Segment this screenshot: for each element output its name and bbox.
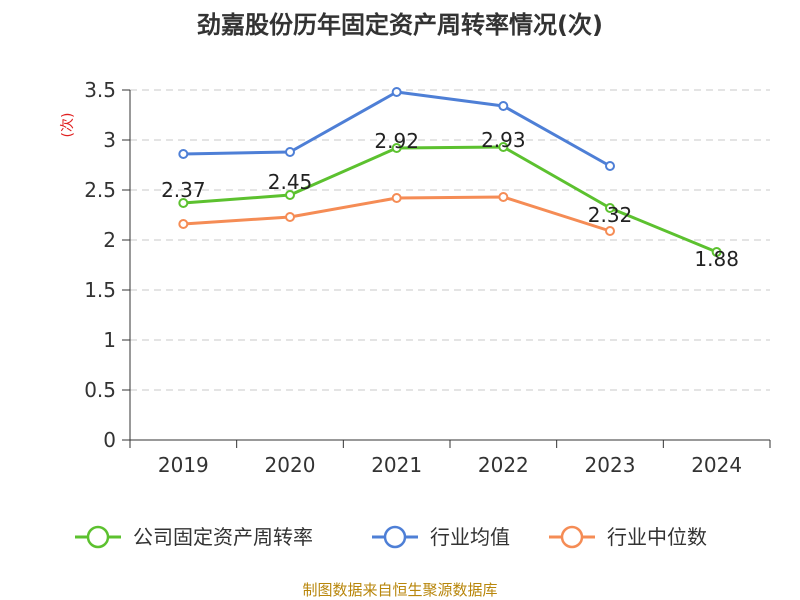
legend[interactable]: 公司固定资产周转率 行业均值 行业中位数 — [75, 525, 707, 549]
data-point[interactable] — [605, 226, 615, 236]
x-tick-label: 2021 — [371, 453, 422, 477]
data-point[interactable] — [178, 219, 189, 229]
series-0 — [178, 142, 722, 257]
series-line — [183, 145, 718, 254]
data-point[interactable] — [391, 143, 402, 153]
legend-swatch-marker — [86, 525, 110, 549]
legend-label: 行业中位数 — [607, 525, 707, 549]
data-labels: 2.37 2.45 2.92 2.93 2.32 1.88 — [161, 128, 739, 271]
data-point[interactable] — [178, 149, 189, 159]
data-point[interactable] — [605, 161, 615, 171]
legend-swatch-marker — [560, 525, 584, 549]
data-point[interactable] — [391, 193, 402, 203]
y-tick-label: 3.5 — [84, 78, 116, 102]
data-point[interactable] — [605, 203, 615, 213]
data-label: 2.45 — [268, 170, 313, 194]
data-point[interactable] — [178, 198, 189, 208]
x-tick-label: 2023 — [585, 453, 636, 477]
x-tick-label: 2024 — [691, 453, 742, 477]
data-point[interactable] — [391, 87, 402, 97]
data-label: 2.37 — [161, 178, 206, 202]
x-tick-label: 2022 — [478, 453, 529, 477]
series-layer — [178, 87, 722, 257]
axes: 0 0.5 1 1.5 2 2.5 3 3.5 2019 2020 2021 2022 2023 2024 — [84, 78, 771, 477]
y-axis-label: (次) — [60, 113, 76, 138]
data-point[interactable] — [498, 142, 509, 152]
series-2 — [178, 192, 615, 236]
legend-item-0[interactable]: 公司固定资产周转率 — [75, 525, 313, 549]
legend-label: 行业均值 — [430, 525, 510, 549]
y-tick-label: 1.5 — [84, 278, 116, 302]
source-note: 制图数据来自恒生聚源数据库 — [302, 581, 497, 599]
data-point[interactable] — [498, 101, 509, 111]
grid-lines — [130, 89, 770, 391]
data-point[interactable] — [498, 192, 509, 202]
legend-label: 公司固定资产周转率 — [133, 525, 313, 549]
data-label: 2.32 — [588, 203, 633, 227]
y-tick-label: 0.5 — [84, 378, 116, 402]
data-label: 2.92 — [374, 129, 419, 153]
x-tick-label: 2020 — [265, 453, 316, 477]
y-tick-label: 1 — [103, 328, 116, 352]
y-tick-label: 2.5 — [84, 178, 116, 202]
series-1 — [178, 87, 615, 171]
data-label: 1.88 — [694, 247, 739, 271]
data-point[interactable] — [285, 190, 295, 200]
legend-item-2[interactable]: 行业中位数 — [549, 525, 707, 549]
data-point[interactable] — [285, 147, 295, 157]
y-tick-label: 2 — [103, 228, 116, 252]
y-tick-label: 3 — [103, 128, 116, 152]
chart-title: 劲嘉股份历年固定资产周转率情况(次) — [197, 11, 603, 39]
y-tick-label: 0 — [103, 428, 116, 452]
data-label: 2.93 — [481, 128, 526, 152]
data-point[interactable] — [285, 212, 295, 222]
x-tick-label: 2019 — [158, 453, 209, 477]
legend-item-1[interactable]: 行业均值 — [372, 525, 510, 549]
data-point[interactable] — [711, 247, 722, 257]
legend-swatch-marker — [383, 525, 407, 549]
